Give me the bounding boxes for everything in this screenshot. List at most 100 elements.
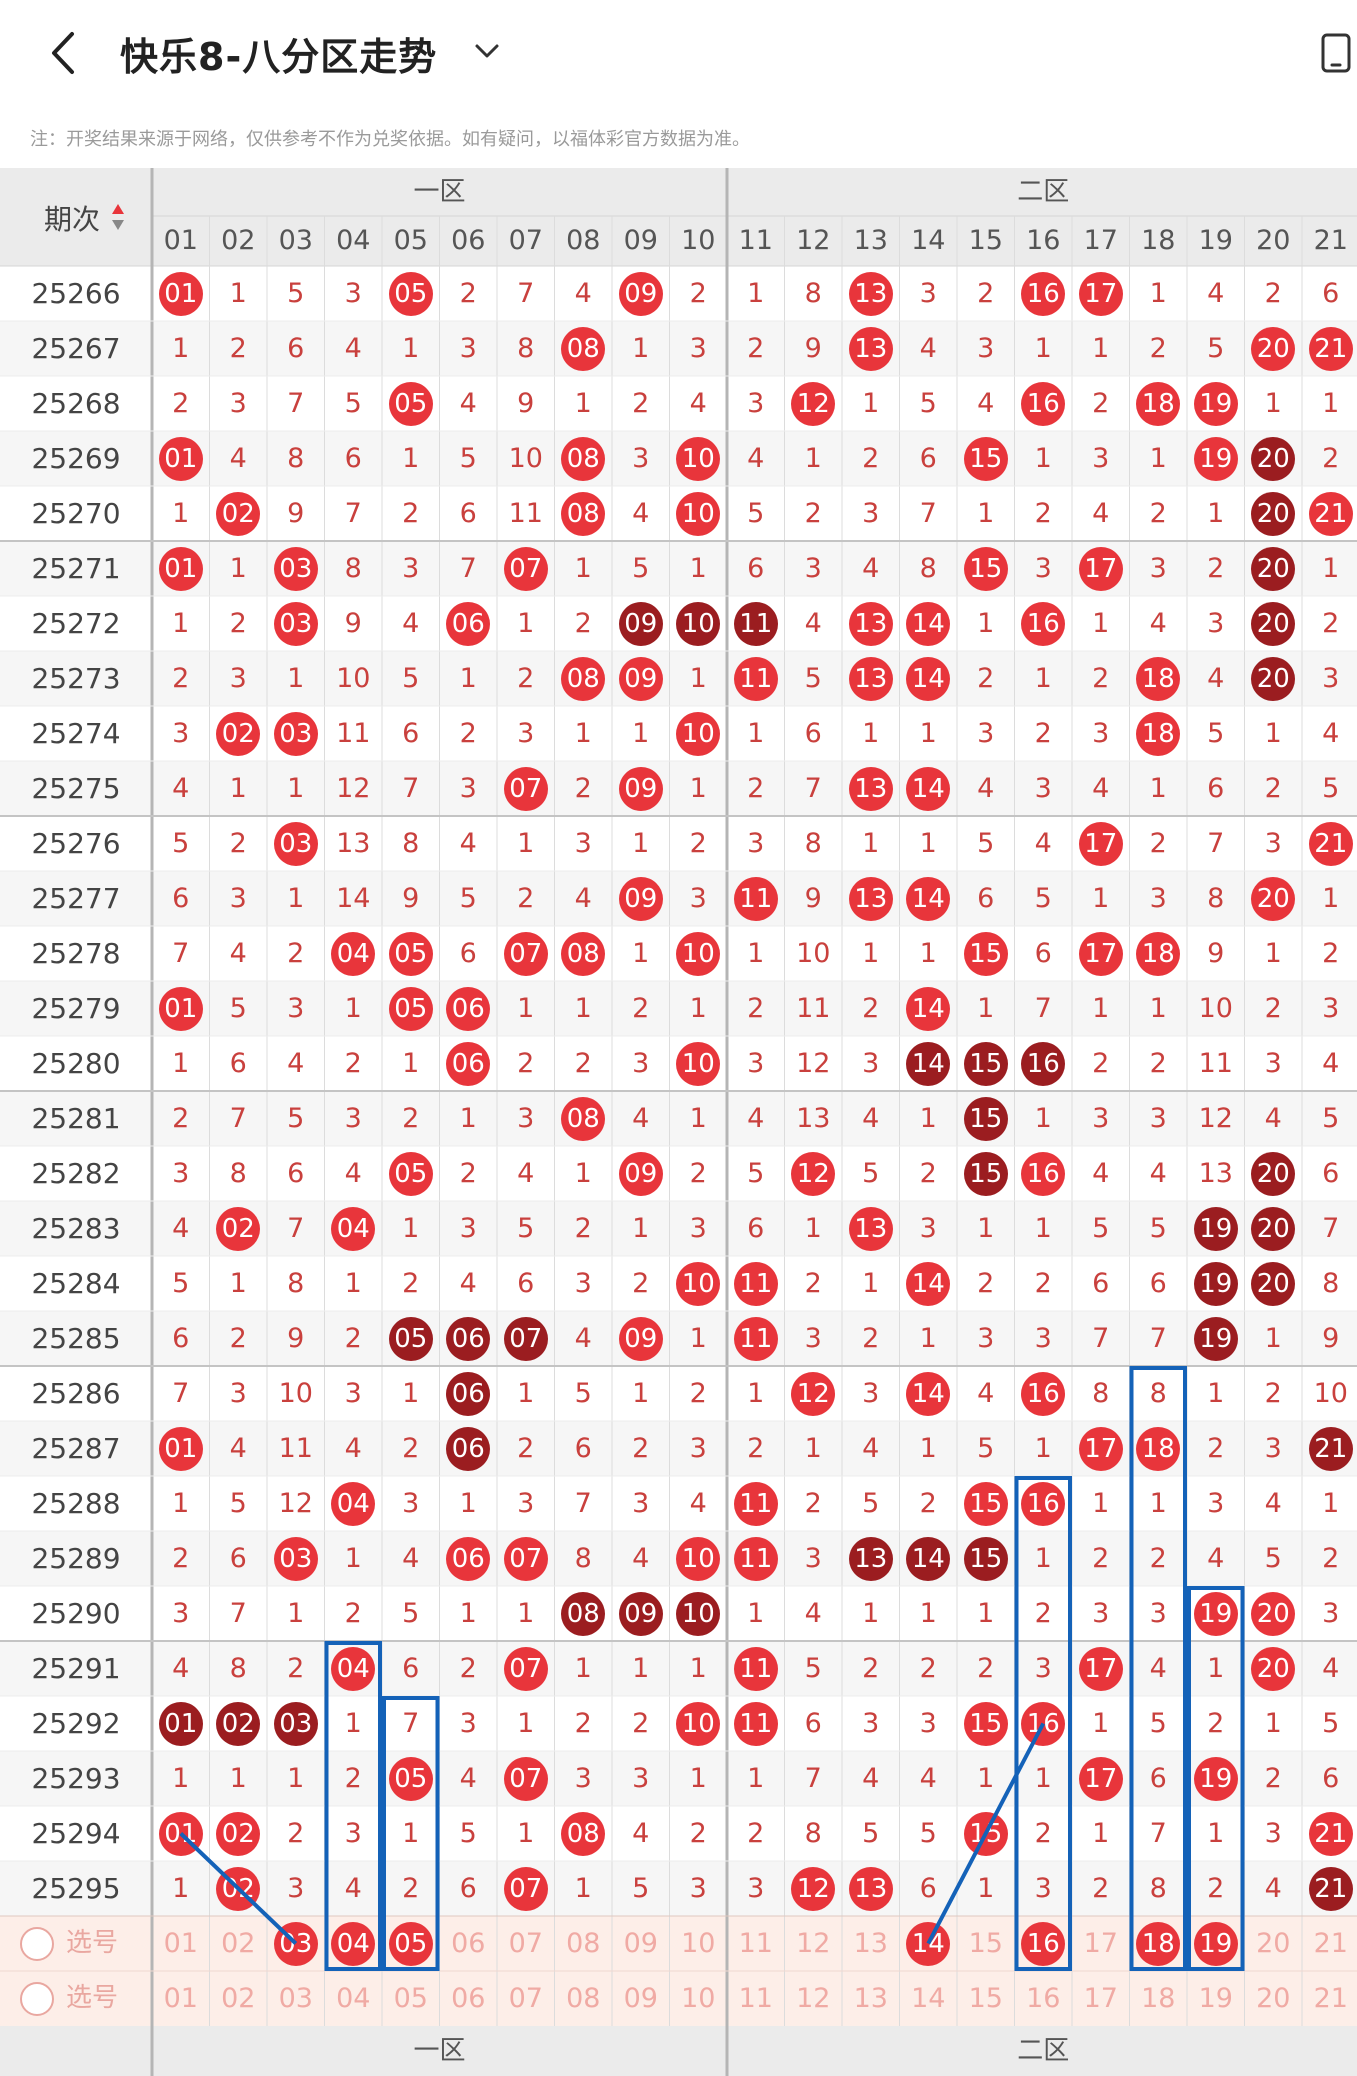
- miss-count: 3: [229, 1378, 247, 1409]
- picker-radio[interactable]: [20, 1981, 54, 2016]
- picker-number[interactable]: 11: [738, 1983, 773, 2014]
- picker-number[interactable]: 07: [508, 1983, 543, 2014]
- picker-number[interactable]: 08: [566, 1928, 601, 1959]
- miss-count: 13: [336, 828, 371, 859]
- miss-count: 1: [1149, 443, 1167, 474]
- picker-number[interactable]: 02: [221, 1928, 256, 1959]
- picker-number[interactable]: 16: [1026, 1983, 1061, 2014]
- miss-count: 6: [172, 883, 190, 914]
- miss-count: 3: [1149, 1103, 1167, 1134]
- picker-number[interactable]: 11: [738, 1928, 773, 1959]
- miss-count: 1: [1264, 1323, 1282, 1354]
- miss-count: 3: [689, 883, 707, 914]
- miss-count: 2: [1034, 718, 1052, 749]
- hot-ball: 01: [158, 1701, 203, 1746]
- picker-number[interactable]: 04: [336, 1983, 371, 2014]
- miss-count: 1: [517, 608, 535, 639]
- page-title[interactable]: 快乐8-八分区走势: [120, 35, 438, 79]
- picker-ball-selected[interactable]: 03: [273, 1921, 318, 1966]
- picker-ball-selected[interactable]: 19: [1193, 1921, 1238, 1966]
- picker-ball-selected[interactable]: 16: [1021, 1921, 1066, 1966]
- miss-count: 4: [1149, 1158, 1167, 1189]
- picker-number[interactable]: 09: [623, 1983, 658, 2014]
- miss-count: 1: [287, 1763, 305, 1794]
- miss-count: 2: [632, 1268, 650, 1299]
- picker-number[interactable]: 02: [221, 1983, 256, 2014]
- picker-number[interactable]: 09: [623, 1928, 658, 1959]
- miss-count: 1: [459, 663, 477, 694]
- picker-number[interactable]: 20: [1256, 1983, 1291, 2014]
- column-header: 11: [738, 225, 773, 256]
- miss-count: 1: [804, 1213, 822, 1244]
- miss-count: 2: [287, 1653, 305, 1684]
- sort-updown-icon[interactable]: [110, 202, 126, 232]
- miss-count: 2: [574, 1213, 592, 1244]
- picker-ball-selected[interactable]: 14: [906, 1921, 951, 1966]
- picker-number[interactable]: 12: [796, 1928, 831, 1959]
- phone-rotate-icon[interactable]: [1320, 32, 1357, 74]
- picker-number[interactable]: 21: [1313, 1983, 1348, 2014]
- picker-number[interactable]: 10: [681, 1928, 716, 1959]
- miss-count: 10: [1198, 993, 1233, 1024]
- picker-number[interactable]: 21: [1313, 1928, 1348, 1959]
- miss-count: 4: [747, 1103, 765, 1134]
- chevron-down-icon[interactable]: [472, 36, 502, 66]
- hot-ball: 10: [676, 601, 721, 646]
- picker-number[interactable]: 19: [1198, 1983, 1233, 2014]
- miss-count: 1: [517, 993, 535, 1024]
- miss-count: 1: [229, 1268, 247, 1299]
- miss-count: 1: [632, 1378, 650, 1409]
- drawn-ball: 17: [1078, 271, 1123, 316]
- picker-number[interactable]: 03: [278, 1983, 313, 2014]
- picker-number[interactable]: 14: [911, 1983, 946, 2014]
- picker-number[interactable]: 15: [968, 1928, 1003, 1959]
- picker-ball-selected[interactable]: 18: [1136, 1921, 1181, 1966]
- issue-header[interactable]: 期次: [0, 168, 152, 266]
- picker-number[interactable]: 10: [681, 1983, 716, 2014]
- miss-count: 1: [632, 333, 650, 364]
- chevron-left-icon[interactable]: [44, 28, 84, 78]
- picker-ball-selected[interactable]: 05: [388, 1921, 433, 1966]
- miss-count: 2: [1207, 1873, 1225, 1904]
- drawn-ball: 16: [1021, 1371, 1066, 1416]
- miss-count: 4: [977, 1378, 995, 1409]
- picker-number[interactable]: 17: [1083, 1928, 1118, 1959]
- miss-count: 3: [459, 1213, 477, 1244]
- miss-count: 4: [344, 1433, 362, 1464]
- miss-count: 1: [747, 1378, 765, 1409]
- picker-number[interactable]: 08: [566, 1983, 601, 2014]
- miss-count: 8: [574, 1543, 592, 1574]
- picker-number[interactable]: 12: [796, 1983, 831, 2014]
- picker-number[interactable]: 07: [508, 1928, 543, 1959]
- picker-number[interactable]: 13: [853, 1983, 888, 2014]
- drawn-ball: 13: [848, 601, 893, 646]
- picker-number[interactable]: 20: [1256, 1928, 1291, 1959]
- drawn-ball: 21: [1308, 491, 1353, 536]
- picker-number[interactable]: 15: [968, 1983, 1003, 2014]
- miss-count: 4: [574, 278, 592, 309]
- picker-radio[interactable]: [20, 1926, 54, 1961]
- picker-number[interactable]: 17: [1083, 1983, 1118, 2014]
- miss-count: 2: [574, 773, 592, 804]
- picker-number[interactable]: 06: [451, 1983, 486, 2014]
- picker-number[interactable]: 06: [451, 1928, 486, 1959]
- picker-ball-selected[interactable]: 04: [331, 1921, 376, 1966]
- miss-count: 6: [919, 443, 937, 474]
- hot-ball: 19: [1193, 1316, 1238, 1361]
- miss-count: 5: [287, 1103, 305, 1134]
- miss-count: 10: [336, 663, 371, 694]
- drawn-ball: 14: [906, 766, 951, 811]
- miss-count: 1: [1264, 388, 1282, 419]
- miss-count: 1: [919, 1323, 937, 1354]
- picker-number[interactable]: 05: [393, 1983, 428, 2014]
- picker-number[interactable]: 18: [1141, 1983, 1176, 2014]
- miss-count: 4: [402, 608, 420, 639]
- picker-number[interactable]: 01: [163, 1928, 198, 1959]
- drawn-ball: 07: [503, 1866, 548, 1911]
- picker-number[interactable]: 13: [853, 1928, 888, 1959]
- miss-count: 5: [632, 553, 650, 584]
- miss-count: 3: [1264, 1433, 1282, 1464]
- miss-count: 7: [1092, 1323, 1110, 1354]
- drawn-ball: 03: [273, 821, 318, 866]
- picker-number[interactable]: 01: [163, 1983, 198, 2014]
